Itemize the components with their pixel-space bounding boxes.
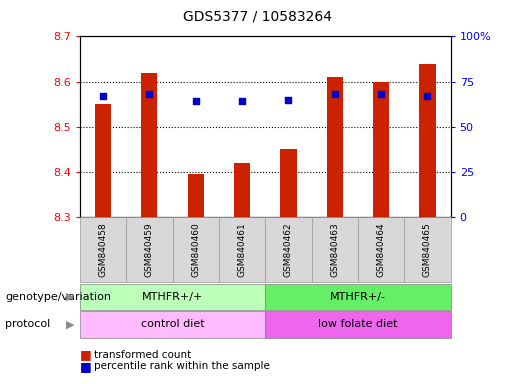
Point bbox=[331, 91, 339, 97]
Bar bbox=[419, 63, 436, 217]
Text: GSM840459: GSM840459 bbox=[145, 222, 154, 277]
Text: GSM840462: GSM840462 bbox=[284, 222, 293, 277]
Bar bbox=[327, 77, 343, 217]
Bar bbox=[373, 81, 389, 217]
Point bbox=[284, 97, 293, 103]
Text: GSM840458: GSM840458 bbox=[98, 222, 108, 277]
Text: GSM840460: GSM840460 bbox=[191, 222, 200, 277]
Point bbox=[192, 98, 200, 104]
Text: percentile rank within the sample: percentile rank within the sample bbox=[94, 361, 270, 371]
Point bbox=[238, 98, 246, 104]
Text: ■: ■ bbox=[80, 348, 92, 361]
Text: GDS5377 / 10583264: GDS5377 / 10583264 bbox=[183, 10, 332, 23]
Text: GSM840465: GSM840465 bbox=[423, 222, 432, 277]
Text: low folate diet: low folate diet bbox=[318, 319, 398, 329]
Point bbox=[145, 91, 153, 97]
Text: GSM840461: GSM840461 bbox=[237, 222, 247, 277]
Text: genotype/variation: genotype/variation bbox=[5, 292, 111, 302]
Point bbox=[99, 93, 107, 99]
Text: ■: ■ bbox=[80, 360, 92, 373]
Text: GSM840464: GSM840464 bbox=[376, 222, 386, 277]
Text: transformed count: transformed count bbox=[94, 350, 192, 360]
Text: GSM840463: GSM840463 bbox=[330, 222, 339, 277]
Bar bbox=[141, 73, 158, 217]
Point bbox=[423, 93, 432, 99]
Bar bbox=[280, 149, 297, 217]
Text: MTHFR+/+: MTHFR+/+ bbox=[142, 292, 203, 302]
Bar bbox=[95, 104, 111, 217]
Bar bbox=[234, 163, 250, 217]
Point bbox=[377, 91, 385, 97]
Bar bbox=[187, 174, 204, 217]
Text: MTHFR+/-: MTHFR+/- bbox=[330, 292, 386, 302]
Text: ▶: ▶ bbox=[66, 319, 75, 329]
Text: control diet: control diet bbox=[141, 319, 204, 329]
Text: protocol: protocol bbox=[5, 319, 50, 329]
Text: ▶: ▶ bbox=[66, 292, 75, 302]
